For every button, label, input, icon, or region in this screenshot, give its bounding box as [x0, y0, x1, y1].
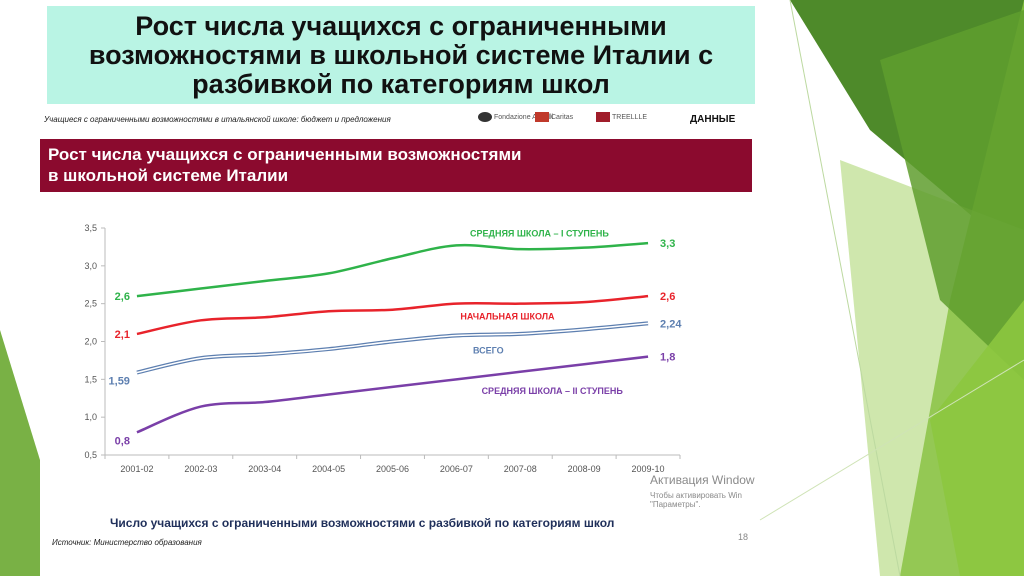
slide-title: Рост числа учащихся с ограниченными возм… — [88, 10, 714, 99]
y-tick-label: 3,0 — [84, 261, 97, 271]
y-tick-label: 1,5 — [84, 374, 97, 384]
source-bottom: Источник: Министерство образования — [52, 538, 202, 547]
left-green-stripe — [0, 330, 40, 576]
x-tick-label: 2005-06 — [376, 464, 409, 474]
y-tick-label: 1,0 — [84, 412, 97, 422]
line-chart: 0,5 1,0 1,5 2,0 2,5 3,0 3,5 2001-02 2002-03 2003-… — [84, 223, 682, 474]
series-name-label: ВСЕГО — [473, 346, 504, 356]
x-tick-label: 2003-04 — [248, 464, 281, 474]
right-thin-line — [789, 0, 901, 576]
windows-activation-watermark: Активация Window Чтобы активировать Win … — [650, 473, 755, 509]
y-tick-label: 2,5 — [84, 299, 97, 309]
x-tick-label: 2001-02 — [120, 464, 153, 474]
series-line — [136, 294, 649, 336]
y-tick-label: 2,0 — [84, 337, 97, 347]
x-tick-label: 2004-05 — [312, 464, 345, 474]
right-green-shape-bottom — [930, 300, 1024, 576]
series-end-label: 2,24 — [660, 318, 682, 330]
series-name-label: СРЕДНЯЯ ШКОЛА – I СТУПЕНЬ — [470, 229, 609, 239]
treellle-logo-icon — [596, 112, 610, 122]
y-tick-label: 3,5 — [84, 223, 97, 233]
x-tick-label: 2006-07 — [440, 464, 473, 474]
source-top: Учащиеся с ограниченными возможностями в… — [44, 115, 391, 124]
series-line — [136, 241, 649, 298]
series-start-label: 1,59 — [109, 376, 130, 388]
series-end-label: 3,3 — [660, 238, 675, 250]
series-start-label: 2,1 — [115, 329, 130, 341]
series-name-label: НАЧАЛЬНАЯ ШКОЛА — [460, 312, 555, 322]
activation-line2: "Параметры". — [650, 500, 701, 509]
series-name-label: СРЕДНЯЯ ШКОЛА – II СТУПЕНЬ — [482, 386, 624, 396]
logo-agnelli: Fondazione Agnelli — [478, 112, 553, 122]
x-tick-label: 2008-09 — [568, 464, 601, 474]
x-tick-label: 2007-08 — [504, 464, 537, 474]
series-start-label: 0,8 — [115, 435, 130, 447]
caritas-logo-icon — [535, 112, 549, 122]
logo-treellle: TREELLLE — [596, 112, 647, 122]
x-tick-label: 2009-10 — [632, 464, 665, 474]
agnelli-logo-icon — [478, 112, 492, 122]
y-tick-label: 0,5 — [84, 450, 97, 460]
data-tag: ДАННЫЕ — [690, 114, 736, 125]
x-tick-label: 2002-03 — [184, 464, 217, 474]
activation-line1: Чтобы активировать Win — [650, 491, 742, 500]
series-line — [136, 355, 649, 434]
series-line-total-inner — [136, 322, 649, 374]
band-title: Рост числа учащихся с ограниченными возм… — [48, 145, 522, 185]
slide-title-box: Рост числа учащихся с ограниченными возм… — [47, 6, 755, 104]
activation-title: Активация Window — [650, 473, 755, 487]
chart-caption: Число учащихся с ограниченными возможнос… — [110, 516, 615, 530]
header-band — [40, 139, 752, 192]
page-number: 18 — [738, 532, 749, 542]
logo-caritas: Caritas — [535, 112, 573, 122]
series-end-label: 1,8 — [660, 352, 675, 364]
right-green-shape-mid — [880, 10, 1024, 380]
series-start-label: 2,6 — [115, 291, 130, 303]
series-end-label: 2,6 — [660, 291, 675, 303]
right-thin-line-2 — [759, 359, 1024, 521]
